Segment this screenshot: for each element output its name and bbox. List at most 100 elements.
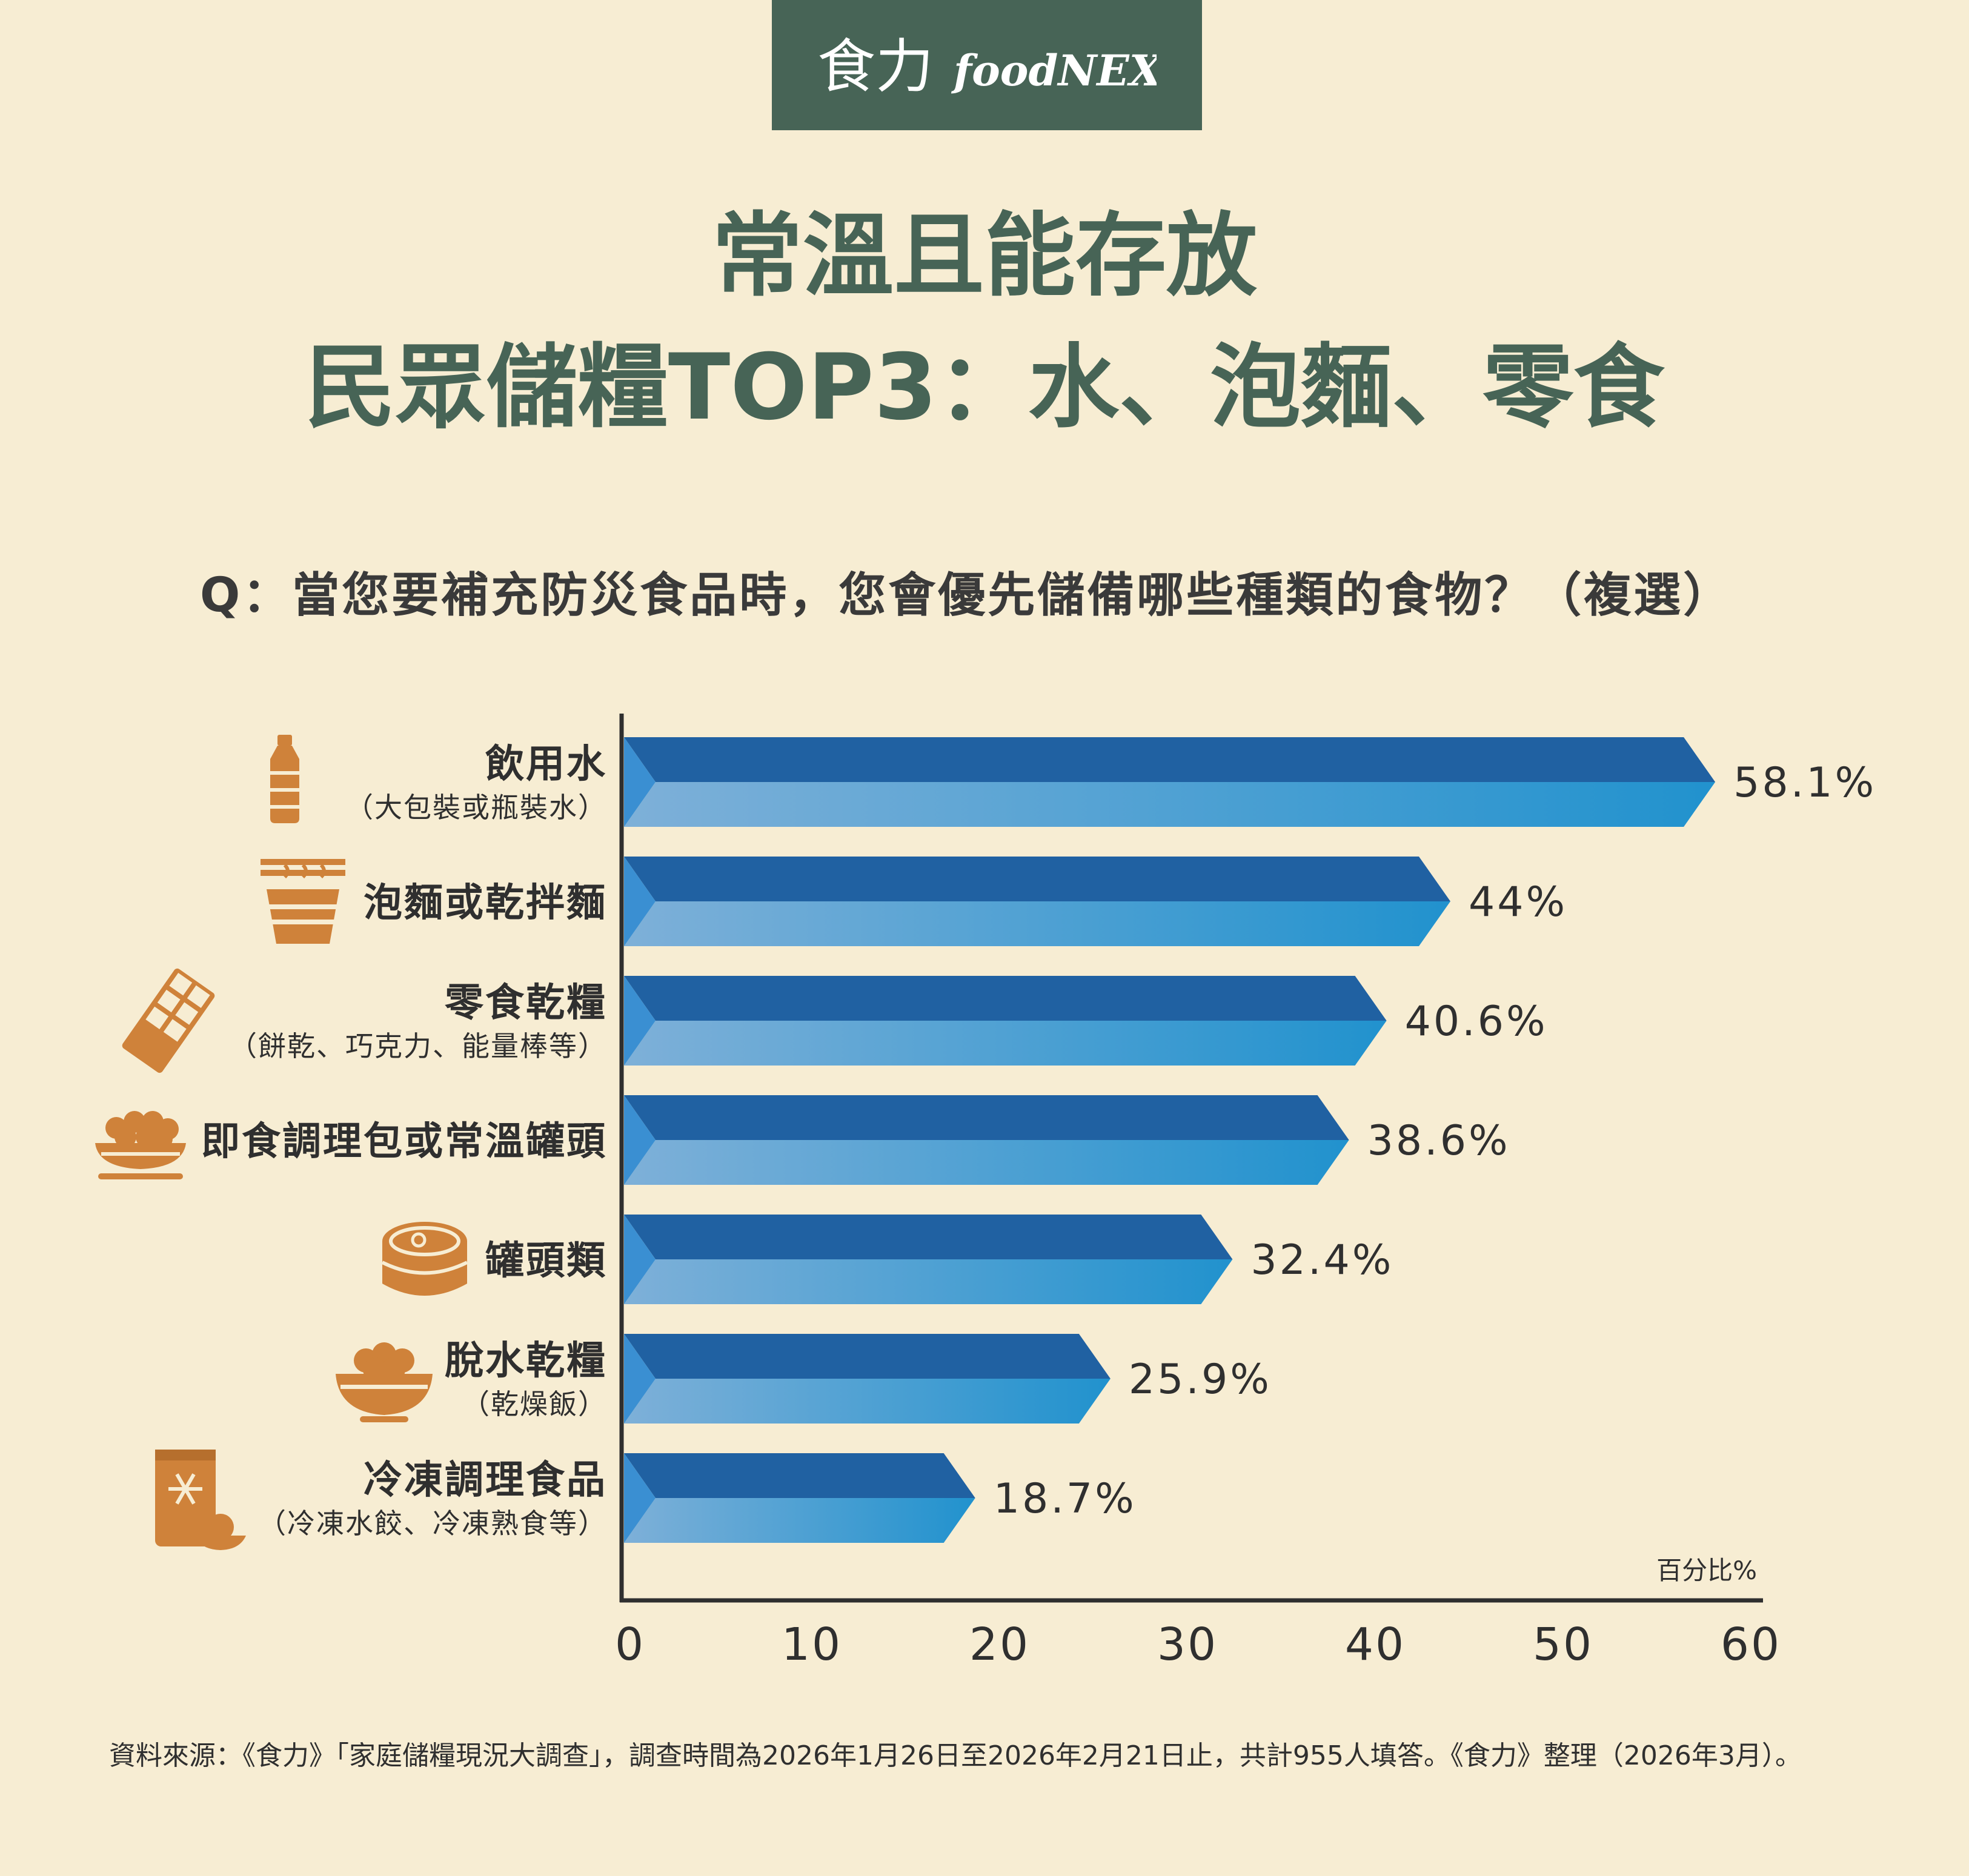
page-title: 常溫且能存放 [711, 204, 1257, 309]
bar-top-face [624, 1453, 975, 1498]
bar-top-face [624, 1215, 1233, 1259]
chocolate-square [175, 1002, 199, 1025]
bar-bottom-face [624, 1259, 1233, 1304]
category-label: 飲用水 [485, 742, 607, 787]
category-sublabel: （冷凍水餃、冷凍熟食等） [258, 1507, 607, 1540]
bottle-body [270, 746, 299, 823]
bottle-stripe [270, 805, 299, 809]
logo-text-cn: 食力 [817, 33, 934, 101]
x-tick-label: 40 [1345, 1619, 1406, 1671]
cup-body [267, 889, 339, 944]
x-axis-unit-label: 百分比% [1656, 1556, 1757, 1585]
category-sublabel: （大包裝或瓶裝水） [345, 791, 607, 824]
chocolate-square [169, 973, 193, 996]
chopstick [261, 859, 345, 865]
x-tick-label: 0 [615, 1619, 645, 1671]
category-label: 零食乾糧 [445, 981, 607, 1026]
chopstick [261, 870, 345, 876]
bar-top-face [624, 1334, 1111, 1379]
food-plate-icon [95, 1111, 186, 1179]
bar-bottom-face [624, 1021, 1387, 1066]
data-source-note: 資料來源：《食力》「家庭儲糧現況大調查」，調查時間為2026年1月26日至202… [109, 1740, 1802, 1771]
bar-left-bevel [624, 737, 656, 827]
can-pull-tab [411, 1232, 427, 1248]
bar-bottom-face [624, 782, 1716, 827]
category-sublabel: （餅乾、巧克力、能量棒等） [229, 1030, 607, 1062]
noodle-strands [283, 863, 326, 879]
bottle-cap [277, 735, 292, 746]
plate-stripe [101, 1152, 180, 1156]
x-tick-label: 20 [969, 1619, 1030, 1671]
bar-left-bevel [624, 1215, 656, 1304]
data-label: 25.9% [1129, 1356, 1272, 1404]
x-tick-label: 50 [1533, 1619, 1593, 1671]
logo-text-en: foodNEXT [951, 45, 1157, 96]
category-label: 泡麵或乾拌麵 [364, 881, 607, 926]
data-label: 18.7% [994, 1475, 1137, 1523]
dumpling-plate [194, 1536, 246, 1550]
bar [624, 1215, 1233, 1304]
bar [624, 1453, 975, 1543]
bar [624, 1334, 1111, 1424]
tin-can-icon [381, 1222, 468, 1296]
frozen-bag [155, 1450, 216, 1546]
plate-base [98, 1173, 183, 1179]
bar-left-bevel [624, 1453, 656, 1543]
bowl-stripe [340, 1385, 428, 1389]
bar-top-face [624, 1095, 1349, 1140]
cup-stripe [267, 904, 339, 909]
bar [624, 1095, 1349, 1185]
rice-bowl-icon [336, 1342, 433, 1422]
foodnext-logo: 食力 foodNEXT [817, 33, 1157, 101]
data-label: 32.4% [1250, 1236, 1393, 1284]
category-label: 即食調理包或常溫罐頭 [201, 1119, 607, 1164]
bar [624, 976, 1387, 1066]
data-label: 40.6% [1405, 998, 1548, 1046]
bar [624, 857, 1450, 946]
chocolate-bar-icon [122, 968, 215, 1073]
frozen-food-icon [155, 1450, 246, 1550]
bar-top-face [624, 737, 1716, 782]
bottle-stripe [270, 788, 299, 792]
bar-top-face [624, 857, 1450, 901]
can-lid-ring [389, 1226, 460, 1256]
x-tick-label: 60 [1721, 1619, 1781, 1671]
can-stripe [381, 1261, 468, 1275]
data-label: 38.6% [1367, 1117, 1510, 1165]
category-sublabel: （乾燥飯） [462, 1388, 607, 1420]
chocolate-body [122, 968, 215, 1073]
dumpling [207, 1514, 234, 1540]
water-bottle-icon [270, 735, 299, 823]
bar-bottom-face [624, 1498, 975, 1543]
x-tick-label: 30 [1157, 1619, 1218, 1671]
plate-bowl [95, 1143, 186, 1169]
bar-bottom-face [624, 1140, 1349, 1185]
chocolate-square [145, 1006, 169, 1030]
data-label: 58.1% [1733, 759, 1876, 807]
frozen-bag-top [155, 1450, 216, 1460]
bar-left-bevel [624, 1095, 656, 1185]
logo: 食力 foodNEXT [772, 0, 1202, 130]
bar-top-face [624, 976, 1387, 1021]
noodle-cup-icon [261, 859, 345, 944]
snowflake-stroke [175, 1473, 196, 1505]
chocolate-square [157, 989, 181, 1013]
bowl-base [360, 1416, 408, 1422]
chocolate-shape [122, 968, 215, 1073]
bar-bottom-face [624, 901, 1450, 946]
cup-stripe [267, 920, 339, 924]
page-subtitle: 民眾儲糧TOP3：水、泡麵、零食 [304, 335, 1665, 440]
bottle-stripe [270, 771, 299, 775]
bar-bottom-face [624, 1379, 1111, 1424]
category-label: 罐頭類 [485, 1239, 607, 1284]
bar-left-bevel [624, 857, 656, 946]
survey-question: Q：當您要補充防災食品時，您會優先儲備哪些種類的食物？（複選） [200, 568, 1733, 623]
data-label: 44% [1469, 878, 1567, 926]
bar [624, 737, 1716, 827]
category-label: 冷凍調理食品 [364, 1458, 607, 1503]
bar-left-bevel [624, 976, 656, 1066]
x-tick-label: 10 [782, 1619, 842, 1671]
bowl-body [336, 1374, 433, 1415]
chocolate-square [187, 985, 210, 1009]
